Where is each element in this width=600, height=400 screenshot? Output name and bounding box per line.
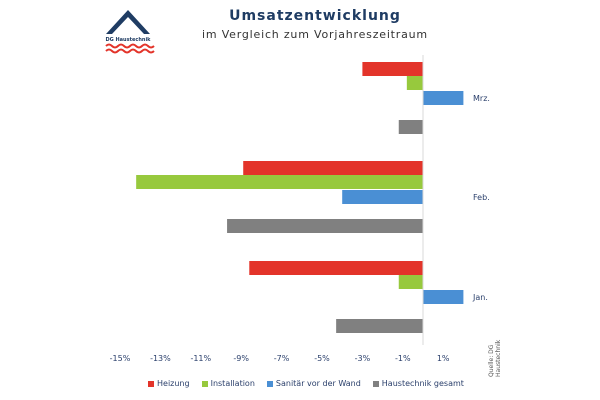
bar-3-1 [227, 219, 423, 233]
legend-item: Sanitär vor der Wand [266, 379, 361, 388]
x-tick-label: -13% [150, 354, 171, 363]
bar-3-0 [398, 120, 423, 134]
svg-text:DG Haustechnik: DG Haustechnik [106, 37, 152, 43]
bar-2-0 [423, 91, 464, 105]
bar-3-2 [336, 319, 423, 333]
legend-swatch [372, 380, 379, 387]
legend-item: Installation [201, 379, 255, 388]
bar-1-0 [406, 76, 423, 90]
legend-label: Sanitär vor der Wand [275, 379, 361, 388]
legend-label: Haustechnik gesamt [381, 379, 464, 388]
chart-subtitle: im Vergleich zum Vorjahreszeitraum [202, 28, 428, 41]
bar-0-2 [249, 261, 423, 275]
bar-2-1 [342, 190, 423, 204]
legend: Heizung Installation Sanitär vor der Wand H… [148, 379, 464, 388]
x-tick-label: 1% [437, 354, 450, 363]
legend-label: Installation [210, 379, 255, 388]
bar-1-1 [136, 175, 423, 189]
bar-0-0 [362, 62, 423, 76]
legend-swatch [201, 380, 208, 387]
chart-title: Umsatzentwicklung [229, 8, 401, 24]
x-tick-label: -11% [190, 354, 211, 363]
legend-item: Haustechnik gesamt [372, 379, 464, 388]
x-tick-label: -5% [314, 354, 330, 363]
bar-1-2 [398, 275, 423, 289]
x-tick-label: -9% [233, 354, 249, 363]
category-label: Feb. [473, 193, 490, 202]
legend-swatch [148, 380, 154, 387]
category-label: Mrz. [473, 94, 490, 103]
x-tick-label: -3% [355, 354, 371, 363]
source-note: Quelle: DG Haustechnik [488, 339, 502, 377]
legend-item: Heizung [148, 379, 190, 388]
x-tick-label: -7% [274, 354, 290, 363]
bar-0-1 [243, 161, 423, 175]
legend-label: Heizung [157, 379, 190, 388]
legend-swatch [266, 380, 273, 387]
category-label: Jan. [472, 293, 488, 302]
company-logo: DG Haustechnik [100, 4, 156, 56]
x-tick-label: -1% [395, 354, 411, 363]
x-tick-label: -15% [110, 354, 131, 363]
bar-2-2 [423, 290, 464, 304]
